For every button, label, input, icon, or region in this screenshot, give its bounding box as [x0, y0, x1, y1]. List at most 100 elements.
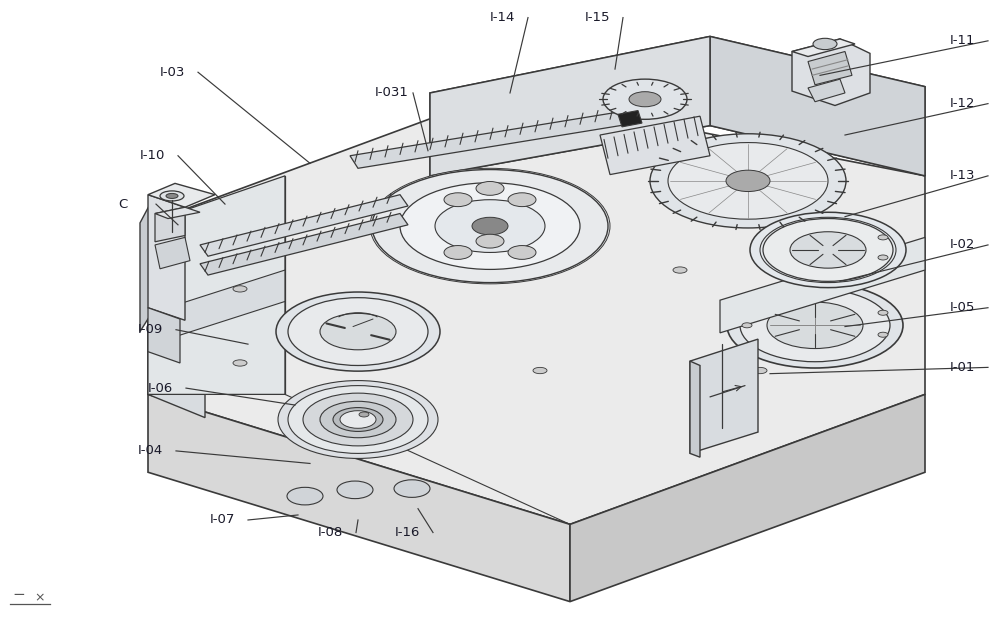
Text: I-11: I-11 — [950, 35, 976, 47]
Text: I-04: I-04 — [138, 445, 163, 457]
Polygon shape — [600, 116, 710, 175]
Ellipse shape — [878, 310, 888, 315]
Ellipse shape — [742, 323, 752, 328]
Ellipse shape — [394, 480, 430, 497]
Ellipse shape — [320, 313, 396, 350]
Ellipse shape — [767, 302, 863, 349]
Ellipse shape — [650, 134, 846, 228]
Polygon shape — [148, 223, 205, 418]
Ellipse shape — [303, 393, 413, 446]
Ellipse shape — [753, 367, 767, 374]
Ellipse shape — [476, 181, 504, 195]
Ellipse shape — [740, 289, 890, 362]
Ellipse shape — [160, 191, 184, 201]
Ellipse shape — [278, 381, 438, 458]
Ellipse shape — [813, 38, 837, 50]
Ellipse shape — [727, 283, 903, 368]
Polygon shape — [618, 111, 642, 127]
Polygon shape — [155, 237, 190, 269]
Polygon shape — [155, 207, 200, 219]
Text: I-07: I-07 — [210, 514, 235, 526]
Polygon shape — [148, 176, 285, 394]
Ellipse shape — [333, 408, 383, 431]
Ellipse shape — [340, 411, 376, 428]
Ellipse shape — [508, 193, 536, 207]
Ellipse shape — [287, 487, 323, 505]
Polygon shape — [690, 361, 700, 457]
Ellipse shape — [603, 79, 687, 119]
Text: C: C — [118, 198, 127, 210]
Ellipse shape — [878, 235, 888, 240]
Text: I-16: I-16 — [395, 526, 420, 539]
Text: I-02: I-02 — [950, 239, 975, 251]
Polygon shape — [808, 51, 852, 85]
Ellipse shape — [878, 255, 888, 260]
Ellipse shape — [370, 168, 610, 284]
Text: I-08: I-08 — [318, 526, 343, 539]
Ellipse shape — [435, 200, 545, 252]
Ellipse shape — [372, 170, 608, 283]
Polygon shape — [148, 183, 215, 207]
Text: I-06: I-06 — [148, 382, 173, 394]
Ellipse shape — [878, 332, 888, 337]
Ellipse shape — [166, 193, 178, 198]
Polygon shape — [148, 93, 925, 524]
Polygon shape — [430, 36, 925, 176]
Ellipse shape — [380, 173, 600, 279]
Text: ×: × — [35, 592, 45, 604]
Ellipse shape — [476, 234, 504, 248]
Polygon shape — [792, 39, 855, 57]
Polygon shape — [720, 237, 925, 333]
Ellipse shape — [233, 360, 247, 366]
Polygon shape — [710, 36, 925, 176]
Text: I-03: I-03 — [160, 66, 185, 78]
Text: I-05: I-05 — [950, 301, 975, 314]
Polygon shape — [148, 270, 285, 345]
Ellipse shape — [508, 246, 536, 259]
Ellipse shape — [444, 193, 472, 207]
Ellipse shape — [726, 170, 770, 192]
Polygon shape — [155, 207, 185, 242]
Polygon shape — [570, 394, 925, 602]
Text: I-15: I-15 — [585, 11, 610, 24]
Ellipse shape — [629, 92, 661, 107]
Ellipse shape — [389, 178, 591, 274]
Polygon shape — [690, 339, 758, 453]
Ellipse shape — [288, 386, 428, 453]
Text: I-01: I-01 — [950, 361, 975, 374]
Text: I-031: I-031 — [375, 87, 409, 99]
Ellipse shape — [533, 367, 547, 374]
Ellipse shape — [288, 298, 428, 365]
Text: I-14: I-14 — [490, 11, 515, 24]
Ellipse shape — [790, 232, 866, 268]
Polygon shape — [148, 308, 180, 363]
Ellipse shape — [375, 171, 605, 281]
Text: I-09: I-09 — [138, 323, 163, 336]
Ellipse shape — [472, 217, 508, 235]
Ellipse shape — [320, 401, 396, 438]
Ellipse shape — [337, 481, 373, 499]
Ellipse shape — [750, 212, 906, 288]
Ellipse shape — [400, 183, 580, 269]
Ellipse shape — [444, 246, 472, 259]
Text: I-13: I-13 — [950, 170, 976, 182]
Ellipse shape — [359, 412, 369, 417]
Text: −: − — [12, 587, 25, 602]
Polygon shape — [200, 195, 408, 256]
Ellipse shape — [276, 292, 440, 371]
Polygon shape — [140, 195, 155, 332]
Polygon shape — [808, 79, 845, 102]
Polygon shape — [792, 39, 870, 106]
Ellipse shape — [668, 143, 828, 219]
Polygon shape — [148, 394, 570, 602]
Text: I-12: I-12 — [950, 97, 976, 110]
Ellipse shape — [233, 286, 247, 292]
Polygon shape — [430, 36, 710, 176]
Polygon shape — [200, 214, 408, 275]
Polygon shape — [350, 112, 628, 168]
Polygon shape — [148, 195, 185, 320]
Ellipse shape — [384, 175, 596, 277]
Ellipse shape — [763, 219, 893, 281]
Ellipse shape — [673, 267, 687, 273]
Text: I-10: I-10 — [140, 149, 165, 162]
